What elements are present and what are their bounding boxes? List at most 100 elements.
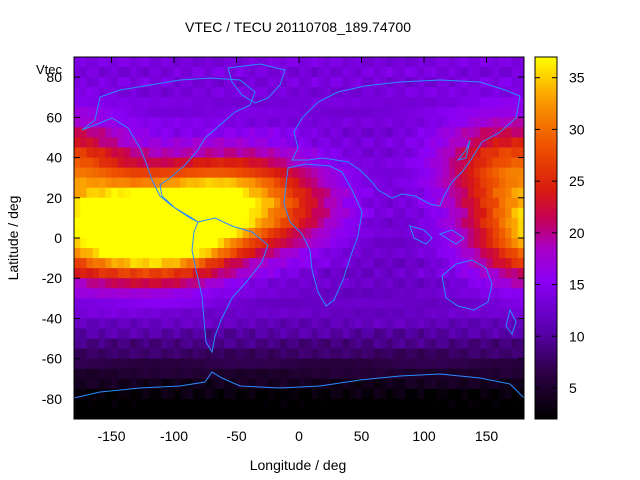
heatmap-cell — [180, 67, 188, 78]
heatmap-cell — [149, 187, 156, 199]
heatmap-cell — [255, 187, 263, 199]
heatmap-cell — [230, 87, 238, 98]
heatmap-cell — [92, 278, 100, 289]
heatmap-cell — [374, 67, 381, 78]
heatmap-cell — [374, 227, 381, 239]
heatmap-cell — [242, 207, 250, 219]
heatmap-cell — [461, 388, 469, 400]
heatmap-cell — [330, 408, 338, 419]
heatmap-cell — [111, 117, 119, 128]
heatmap-cell — [486, 177, 494, 189]
heatmap-cell — [80, 87, 88, 98]
heatmap-cell — [105, 358, 113, 370]
heatmap-cell — [305, 167, 313, 179]
heatmap-cell — [249, 318, 256, 330]
heatmap-cell — [480, 348, 488, 360]
heatmap-cell — [499, 358, 506, 370]
heatmap-cell — [392, 408, 400, 419]
heatmap-cell — [336, 258, 344, 269]
heatmap-cell — [361, 308, 369, 320]
heatmap-cell — [361, 197, 369, 209]
heatmap-cell — [480, 197, 488, 209]
heatmap-cell — [142, 57, 150, 68]
heatmap-cell — [267, 57, 275, 68]
heatmap-cell — [299, 147, 306, 159]
heatmap-cell — [186, 358, 194, 370]
heatmap-cell — [74, 398, 81, 410]
heatmap-cell — [274, 278, 281, 289]
heatmap-cell — [317, 238, 325, 249]
heatmap-cell — [261, 87, 269, 98]
heatmap-cell — [492, 268, 500, 279]
heatmap-cell — [324, 348, 331, 360]
heatmap-cell — [349, 177, 356, 189]
heatmap-cell — [74, 217, 81, 229]
heatmap-cell — [336, 238, 344, 249]
heatmap-cell — [336, 298, 344, 309]
heatmap-cell — [186, 197, 194, 209]
heatmap-cell — [136, 77, 144, 88]
heatmap-cell — [474, 137, 481, 149]
heatmap-cell — [255, 358, 263, 370]
heatmap-cell — [149, 348, 156, 360]
heatmap-cell — [367, 167, 375, 179]
heatmap-cell — [355, 348, 363, 360]
heatmap-cell — [386, 348, 394, 360]
heatmap-cell — [117, 298, 125, 309]
heatmap-cell — [399, 77, 406, 88]
heatmap-cell — [142, 268, 150, 279]
heatmap-cell — [386, 117, 394, 128]
heatmap-cell — [299, 127, 306, 139]
heatmap-cell — [399, 288, 406, 299]
heatmap-cell — [486, 398, 494, 410]
heatmap-cell — [161, 308, 169, 320]
heatmap-cell — [330, 258, 338, 269]
heatmap-cell — [424, 398, 431, 410]
heatmap-cell — [324, 207, 331, 219]
heatmap-cell — [199, 217, 206, 229]
heatmap-cell — [117, 57, 125, 68]
heatmap-cell — [274, 177, 281, 189]
heatmap-cell — [430, 147, 438, 159]
heatmap-cell — [361, 398, 369, 410]
heatmap-cell — [486, 207, 494, 219]
heatmap-cell — [405, 227, 413, 239]
heatmap-cell — [317, 87, 325, 98]
heatmap-cell — [467, 388, 475, 400]
heatmap-cell — [217, 338, 225, 350]
heatmap-cell — [361, 408, 369, 419]
heatmap-cell — [142, 97, 150, 108]
heatmap-cell — [336, 187, 344, 199]
heatmap-cell — [361, 97, 369, 108]
colorbar-tick-label: 20 — [569, 225, 585, 241]
heatmap-cell — [442, 107, 450, 118]
heatmap-cell — [267, 248, 275, 259]
heatmap-cell — [461, 187, 469, 199]
x-axis-label: Longitude / deg — [250, 457, 347, 473]
heatmap-cell — [280, 408, 288, 419]
heatmap-cell — [517, 408, 524, 419]
heatmap-cell — [299, 408, 306, 419]
heatmap-cell — [99, 57, 106, 68]
heatmap-cell — [361, 217, 369, 229]
heatmap-cell — [236, 388, 244, 400]
heatmap-cell — [305, 378, 313, 390]
heatmap-cell — [111, 197, 119, 209]
heatmap-cell — [399, 328, 406, 340]
heatmap-cell — [267, 348, 275, 360]
heatmap-cell — [286, 288, 294, 299]
heatmap-cell — [267, 238, 275, 249]
heatmap-cell — [249, 338, 256, 350]
heatmap-cell — [424, 137, 431, 149]
heatmap-cell — [492, 248, 500, 259]
heatmap-cell — [305, 197, 313, 209]
heatmap-cell — [92, 368, 100, 380]
heatmap-cell — [386, 398, 394, 410]
heatmap-cell — [399, 238, 406, 249]
heatmap-cell — [392, 248, 400, 259]
heatmap-cell — [455, 288, 463, 299]
heatmap-cell — [124, 87, 131, 98]
heatmap-cell — [74, 388, 81, 400]
heatmap-cell — [167, 258, 175, 269]
